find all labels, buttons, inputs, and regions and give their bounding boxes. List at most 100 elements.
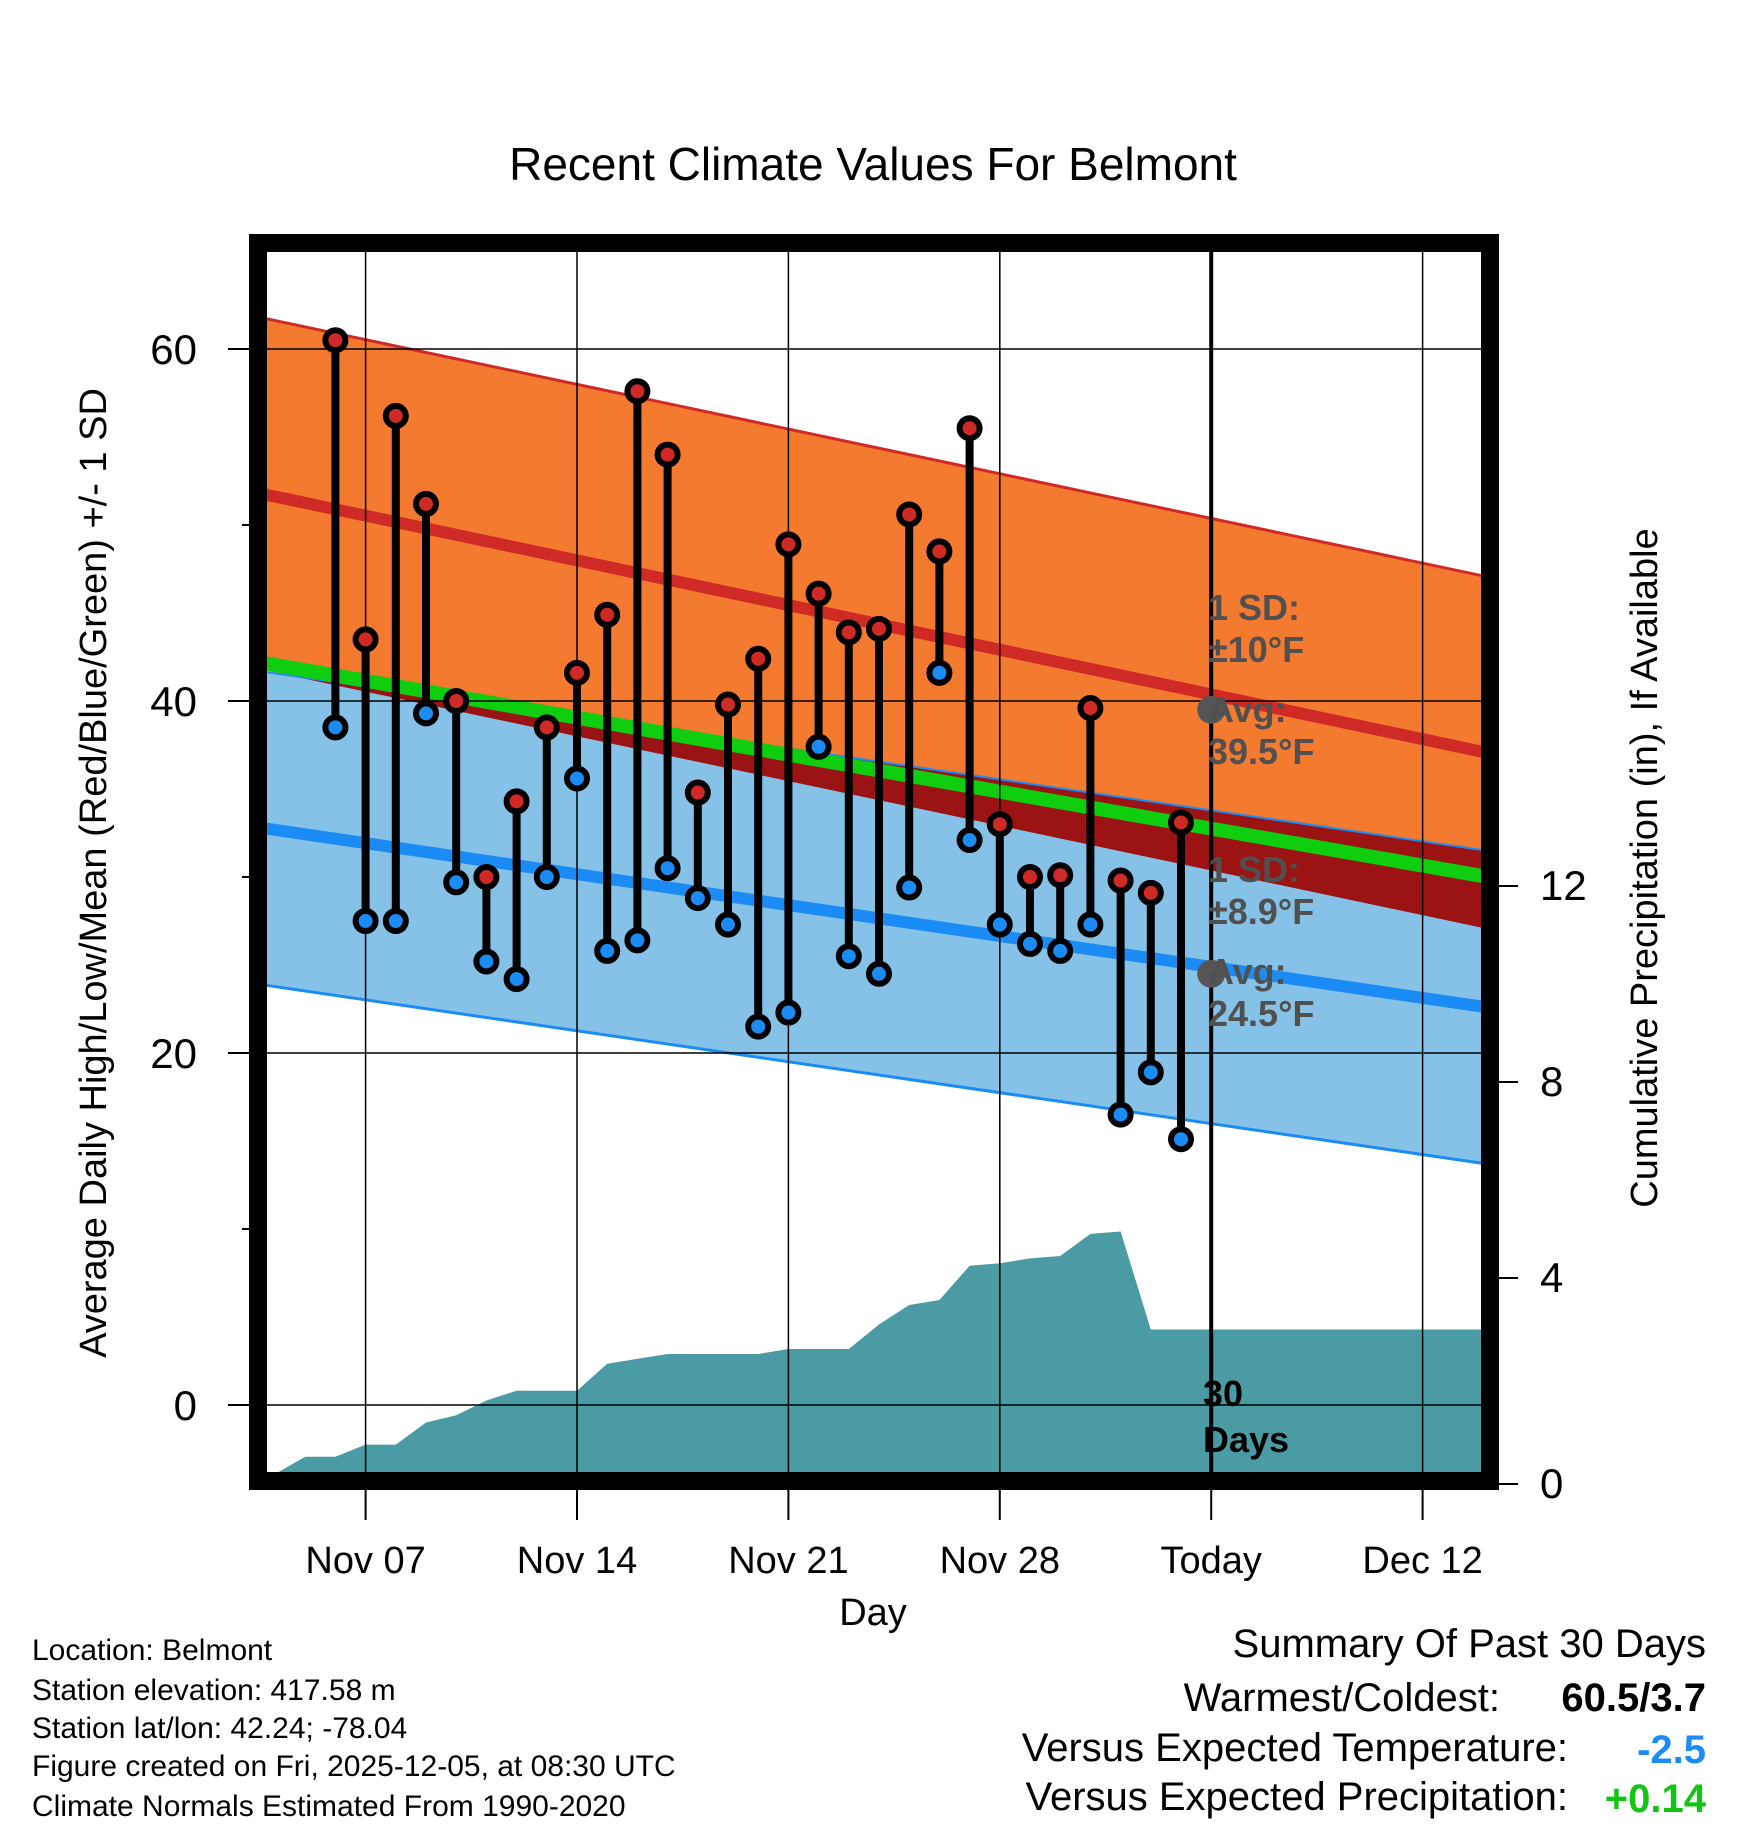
days-count-label: 30 [1203,1373,1243,1414]
y-tick-label: 20 [150,1030,197,1077]
daily-high-point [1168,809,1194,836]
daily-high-point [624,378,651,405]
daily-high-point [533,714,560,741]
x-tick-label: Today [1160,1540,1261,1582]
y-tick-label: 60 [150,326,197,373]
daily-high-point [1107,867,1134,894]
daily-high-point [986,811,1013,838]
daily-low-point [443,869,470,896]
daily-low-point [986,911,1013,938]
temp-vs-expected-label: Versus Expected Temperature: [1022,1726,1568,1770]
daily-high-point [866,615,892,642]
daily-high-point [956,415,983,442]
low-avg-label: Avg: [1208,951,1287,992]
daily-low-point [322,714,349,741]
daily-high-point [382,402,409,429]
daily-low-point [956,827,983,854]
daily-low-point [866,960,892,987]
daily-high-point [413,490,439,517]
precip-area [275,1231,1488,1474]
daily-high-point [926,538,953,565]
daily-high-point [745,645,772,672]
daily-high-point [654,441,681,468]
station-latlon: Station lat/lon: 42.24; -78.04 [32,1712,407,1745]
x-tick-label: Nov 14 [517,1540,637,1582]
low-sd-value: ±8.9°F [1208,891,1314,932]
precip-vs-expected-label: Versus Expected Precipitation: [1025,1775,1568,1819]
high-avg-label: Avg: [1208,689,1287,730]
daily-high-point [352,626,379,653]
daily-high-point [564,659,590,686]
temp-vs-expected-value: -2.5 [1637,1728,1706,1772]
daily-low-point [624,927,651,954]
high-sd-value: ±10°F [1208,629,1304,670]
y2-tick-label: 12 [1540,862,1587,909]
summary-title: Summary Of Past 30 Days [1233,1622,1706,1666]
y2-axis-label: Cumulative Precipitation (in), If Availa… [1624,528,1666,1207]
chart-title: Recent Climate Values For Belmont [509,138,1237,190]
precip-vs-expected-value: +0.14 [1605,1777,1707,1821]
y-axis-label: Average Daily High/Low/Mean (Red/Blue/Gr… [73,388,115,1358]
daily-low-point [1107,1101,1134,1128]
station-elevation: Station elevation: 417.58 m [32,1674,396,1707]
daily-low-point [805,733,832,760]
daily-low-point [926,659,953,686]
daily-low-point [473,948,500,975]
daily-low-point [654,855,681,882]
y2-tick-label: 8 [1540,1058,1563,1105]
x-tick-label: Dec 12 [1362,1540,1482,1582]
warmest-coldest-label: Warmest/Coldest: [1184,1676,1500,1720]
plot-frame [249,234,1499,1490]
high-sd-label: 1 SD: [1208,587,1300,628]
daily-high-point [473,864,500,890]
daily-low-point [684,885,711,912]
daily-high-point [835,619,862,646]
daily-high-point [1137,879,1164,906]
today-low-avg-dot [1197,959,1226,988]
station-location: Location: Belmont [32,1634,273,1667]
daily-low-point [715,911,741,938]
low-sd-lower-edge [266,983,1488,1166]
daily-low-point [413,700,439,727]
daily-high-point [775,531,802,558]
daily-low-point [1168,1126,1194,1153]
y-tick-label: 40 [150,678,197,725]
daily-high-point [715,691,741,718]
daily-high-point [322,327,349,354]
daily-high-point [503,788,530,815]
daily-low-point [835,943,862,970]
daily-high-point [1017,864,1043,890]
daily-high-point [1047,862,1074,889]
daily-high-point [443,688,470,714]
y2-tick-label: 4 [1540,1254,1563,1301]
daily-low-point [352,908,379,934]
daily-low-point [503,966,530,993]
low-sd-label: 1 SD: [1208,849,1300,890]
x-tick-label: Nov 21 [728,1540,848,1582]
x-tick-label: Nov 07 [305,1540,425,1582]
days-word-label: Days [1203,1419,1289,1460]
daily-low-point [1017,930,1043,957]
daily-high-point [684,779,711,806]
daily-low-point [745,1013,772,1040]
daily-low-point [1137,1059,1164,1086]
y2-tick-label: 0 [1540,1460,1563,1507]
daily-low-point [1047,937,1074,964]
x-tick-label: Nov 28 [940,1540,1060,1582]
daily-low-point [775,999,802,1026]
high-sd-upper-edge [266,317,1488,579]
daily-low-point [1077,911,1104,938]
figure-created: Figure created on Fri, 2025-12-05, at 08… [32,1750,676,1783]
daily-low-point [382,908,409,934]
daily-high-point [896,501,923,528]
daily-high-point [1077,695,1104,722]
daily-low-point [564,765,590,792]
normal-low-line [266,822,1488,1014]
low-avg-value: 24.5°F [1208,993,1314,1034]
warmest-coldest-value: 60.5/3.7 [1561,1676,1706,1720]
climate-normals: Climate Normals Estimated From 1990-2020 [32,1790,626,1823]
y-tick-label: 0 [174,1382,197,1429]
daily-high-point [594,601,621,628]
high-avg-value: 39.5°F [1208,731,1314,772]
